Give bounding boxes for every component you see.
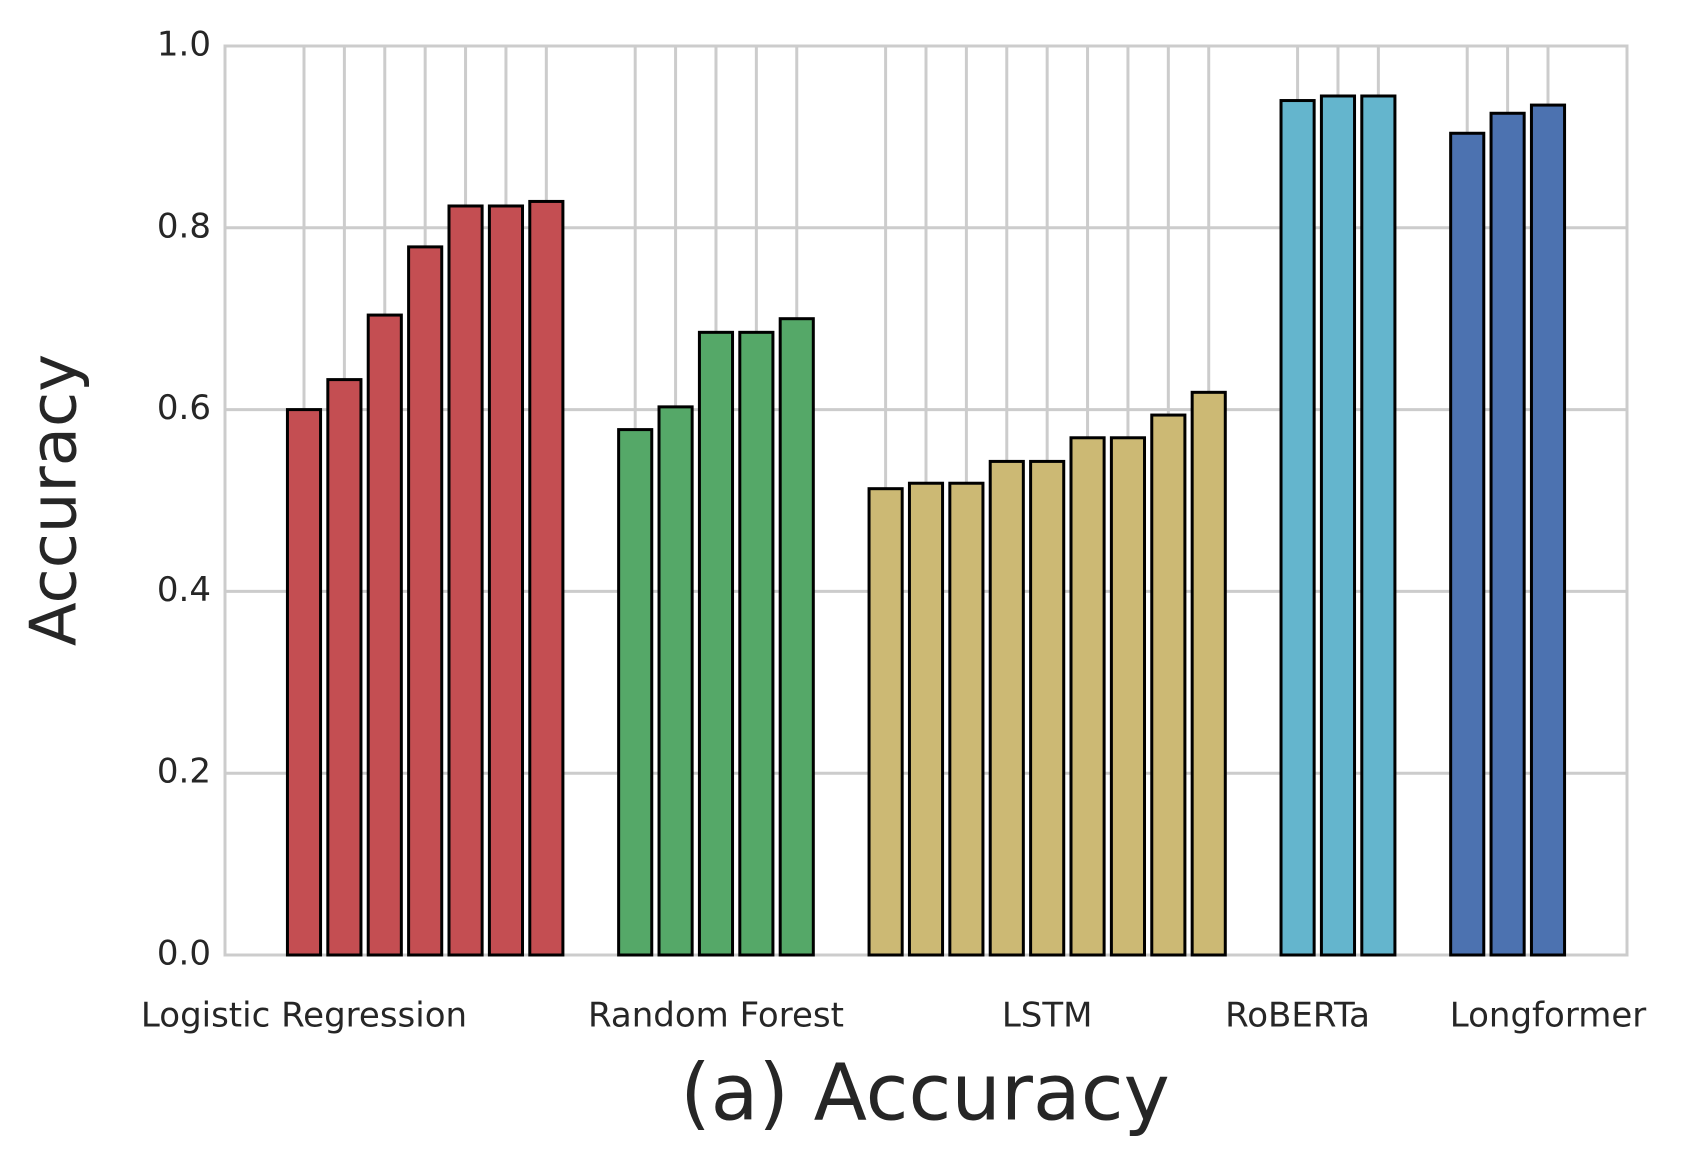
y-tick-label: 1.0	[157, 25, 211, 65]
bar	[1360, 94, 1397, 957]
bar	[867, 487, 904, 957]
bar	[697, 330, 735, 957]
bar	[1109, 436, 1147, 957]
bar	[617, 428, 654, 957]
bar	[487, 204, 525, 957]
bar	[1279, 99, 1316, 957]
bar	[1029, 459, 1066, 957]
y-tick-label: 0.6	[157, 388, 211, 428]
chart-title: (a) Accuracy	[680, 1048, 1170, 1138]
bar	[1069, 436, 1106, 957]
bar	[1449, 131, 1486, 957]
x-tick-label: Random Forest	[588, 996, 844, 1036]
x-tick-label: Logistic Regression	[141, 996, 467, 1036]
bar	[528, 199, 565, 957]
y-tick-label: 0.8	[157, 206, 211, 246]
bar	[907, 481, 945, 957]
bar	[366, 313, 403, 957]
bar	[1489, 111, 1526, 957]
x-tick-label: Longformer	[1450, 996, 1646, 1036]
bar	[738, 330, 775, 957]
bar	[778, 317, 815, 957]
bar	[326, 378, 363, 957]
bar	[657, 405, 694, 957]
bar	[447, 204, 484, 957]
bar	[1529, 103, 1567, 957]
y-tick-label: 0.0	[157, 934, 211, 974]
y-tick-label: 0.2	[157, 752, 211, 792]
bar	[1319, 94, 1357, 957]
y-tick-label: 0.4	[157, 570, 211, 610]
x-tick-label: LSTM	[1002, 996, 1093, 1036]
bar	[948, 481, 985, 957]
bar	[1150, 413, 1187, 957]
x-tick-label: RoBERTa	[1225, 996, 1370, 1036]
y-axis-label: Accuracy	[18, 354, 92, 646]
bar	[407, 245, 444, 957]
bar	[988, 459, 1025, 957]
bar	[1190, 390, 1227, 957]
bar	[285, 408, 323, 957]
